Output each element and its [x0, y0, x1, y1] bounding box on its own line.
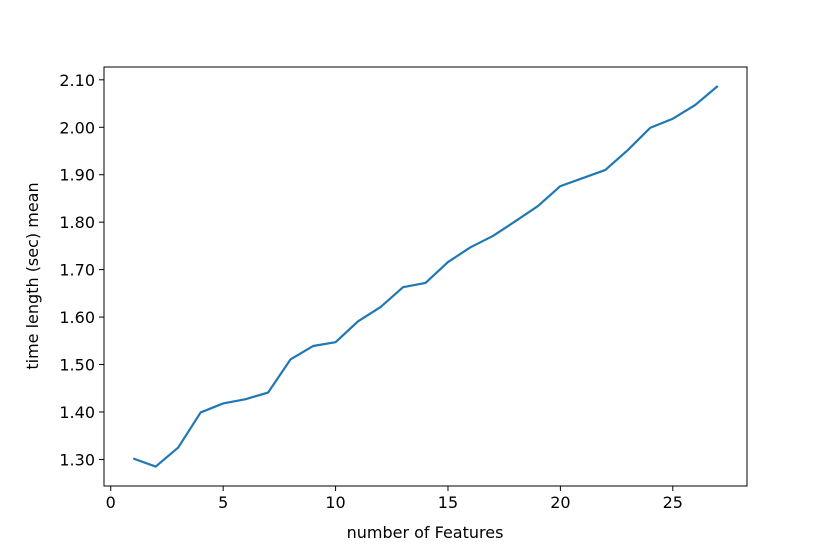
plot-frame: [103, 66, 748, 487]
y-tick-label: 1.70: [59, 261, 95, 280]
y-tick-label: 1.60: [59, 308, 95, 327]
x-axis-label: number of Features: [347, 523, 504, 542]
x-tick-label: 5: [218, 493, 228, 512]
y-tick-label: 1.80: [59, 213, 95, 232]
y-tick-label: 1.40: [59, 403, 95, 422]
y-tick-label: 1.90: [59, 166, 95, 185]
y-tick-label: 2.00: [59, 118, 95, 137]
y-axis-label: time length (sec) mean: [23, 182, 42, 369]
data-line: [132, 85, 719, 468]
x-tick-label: 0: [106, 493, 116, 512]
x-tick-label: 15: [438, 493, 458, 512]
x-tick-label: 20: [550, 493, 570, 512]
x-tick-label: 25: [663, 493, 683, 512]
y-tick-label: 1.30: [59, 450, 95, 469]
y-tick-label: 2.10: [59, 71, 95, 90]
x-tick-label: 10: [325, 493, 345, 512]
y-tick-label: 1.50: [59, 356, 95, 375]
